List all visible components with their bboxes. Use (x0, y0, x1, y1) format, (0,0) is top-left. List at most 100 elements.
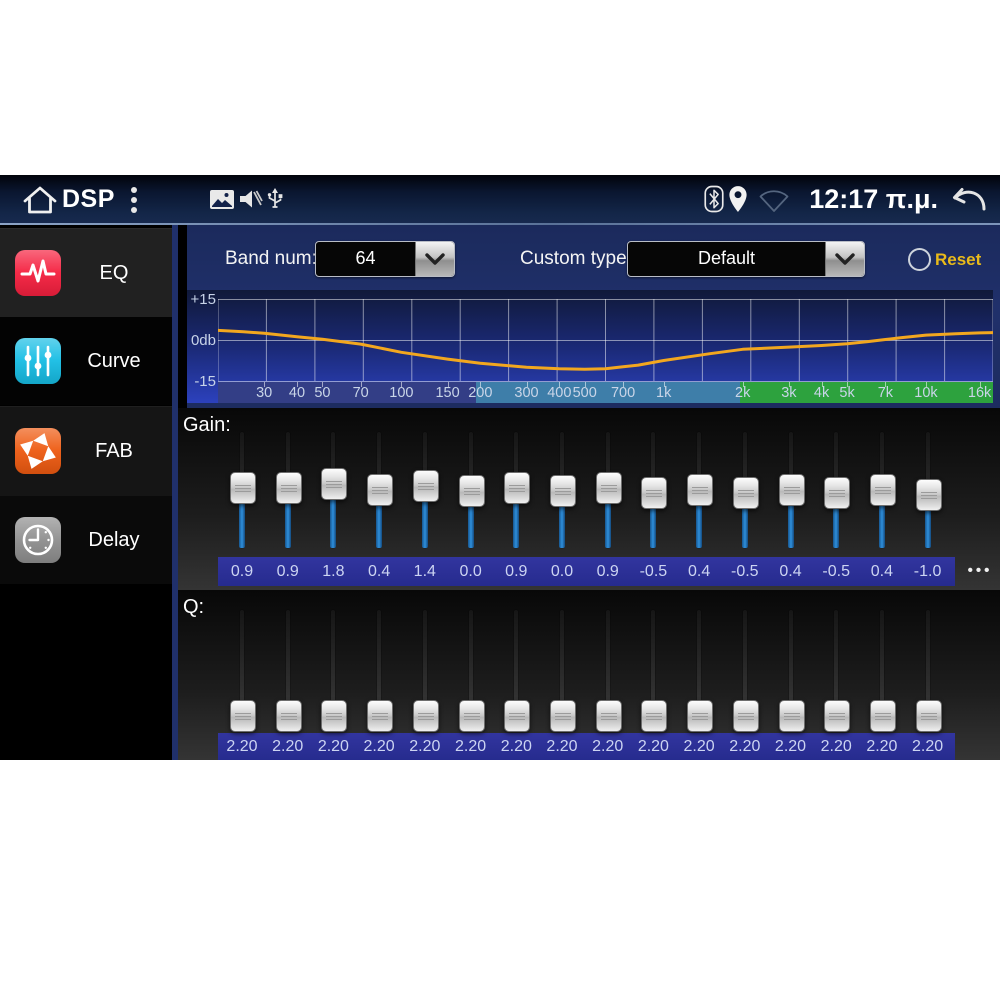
q-slider-track[interactable] (697, 610, 702, 728)
fab-arrows-icon (15, 428, 61, 474)
freq-tick-label: 100 (389, 385, 414, 401)
gain-slider-thumb[interactable] (321, 468, 348, 500)
y-tick-label: 0db (190, 332, 216, 349)
q-slider-thumb[interactable] (321, 700, 348, 732)
q-slider-track[interactable] (331, 610, 336, 728)
q-value: 2.20 (592, 738, 624, 755)
q-slider-thumb[interactable] (824, 700, 851, 732)
gain-slider-thumb[interactable] (778, 473, 805, 506)
q-slider-thumb[interactable] (732, 700, 759, 732)
sidebar-item-curve[interactable]: Curve (0, 317, 172, 405)
q-value: 2.20 (546, 738, 578, 755)
gain-slider-thumb[interactable] (824, 476, 851, 509)
gain-slider-thumb[interactable] (230, 471, 256, 504)
q-slider-thumb[interactable] (778, 700, 805, 732)
gain-slider-thumb[interactable] (915, 478, 942, 511)
q-slider-track[interactable] (468, 610, 473, 728)
more-bands-button[interactable]: ••• (967, 562, 993, 579)
q-section: Q: 2.20 2.20 2.20 2.20 2.20 2.20 2.20 2.20 2.20 2… (178, 590, 1000, 760)
gain-slider-fill (559, 490, 565, 548)
freq-tick-label: 700 (610, 385, 636, 401)
freq-tick-label: 300 (514, 385, 539, 401)
chevron-down-icon[interactable] (415, 242, 454, 276)
q-slider-track[interactable] (377, 610, 382, 728)
sidebar-item-eq[interactable]: EQ (0, 228, 172, 317)
page-title: DSP (62, 185, 115, 213)
freq-tick-label: 500 (572, 385, 597, 401)
sidebar-item-fab[interactable]: FAB (0, 406, 172, 495)
q-slider-track[interactable] (879, 610, 884, 728)
gain-slider-thumb[interactable] (412, 469, 439, 502)
band-color-segment (218, 382, 476, 403)
gain-value: 0.4 (779, 563, 802, 580)
q-slider-thumb[interactable] (230, 700, 256, 732)
q-slider-track[interactable] (834, 610, 839, 728)
gain-slider-thumb[interactable] (504, 471, 531, 504)
gain-slider-fill (696, 488, 703, 548)
freq-tick-label: 200 (468, 385, 493, 401)
q-slider-track[interactable] (240, 610, 244, 728)
q-slider-track[interactable] (651, 610, 656, 728)
freq-tick-label: 400 (547, 385, 572, 401)
q-slider-track[interactable] (925, 610, 930, 728)
gain-slider-thumb[interactable] (869, 473, 896, 506)
gain-value: 0.9 (230, 563, 254, 580)
gain-slider-thumb[interactable] (595, 471, 622, 504)
gain-slider-thumb[interactable] (641, 476, 668, 509)
q-value: 2.20 (363, 738, 395, 755)
q-slider-thumb[interactable] (687, 700, 714, 732)
q-slider-track[interactable] (285, 610, 290, 728)
gain-slider-thumb[interactable] (458, 475, 485, 507)
back-icon[interactable] (946, 184, 990, 215)
reset-radio[interactable] (908, 248, 931, 271)
reset-label[interactable]: Reset (935, 250, 982, 269)
clock-icon (15, 517, 61, 563)
overflow-menu-icon[interactable] (131, 187, 137, 213)
q-slider-track[interactable] (514, 610, 519, 728)
q-slider-thumb[interactable] (915, 700, 942, 732)
freq-tick-label: 40 (288, 385, 306, 401)
gain-slider-thumb[interactable] (732, 476, 759, 509)
q-slider-thumb[interactable] (504, 700, 531, 732)
q-slider-track[interactable] (788, 610, 793, 728)
q-slider-track[interactable] (422, 610, 427, 728)
gain-slider-fill (924, 493, 931, 548)
home-icon[interactable] (21, 184, 59, 215)
sidebar-item-delay[interactable]: Delay (0, 495, 172, 584)
gain-slider-fill (376, 488, 383, 548)
bluetooth-icon (704, 185, 724, 213)
q-slider-track[interactable] (605, 610, 610, 728)
eq-curve-chart: +15 0db -15 30 40 50 70 100 150 200 300 … (187, 290, 995, 403)
custom-type-value: Default (697, 248, 756, 268)
q-slider-track[interactable] (742, 610, 747, 728)
custom-type-dropdown[interactable]: Default (627, 241, 865, 277)
gain-slider-fill (513, 486, 520, 548)
q-slider-thumb[interactable] (641, 700, 668, 732)
gain-slider-fill (741, 491, 748, 548)
q-slider-track[interactable] (560, 610, 564, 728)
q-slider-thumb[interactable] (412, 700, 439, 732)
gain-slider-thumb[interactable] (687, 473, 714, 506)
q-value-strip: 2.20 2.20 2.20 2.20 2.20 2.20 2.20 2.20 2.20 2.20… (218, 733, 955, 760)
gain-value: 0.0 (459, 563, 482, 580)
q-slider-thumb[interactable] (550, 700, 576, 732)
usb-icon (267, 188, 283, 208)
gain-slider-thumb[interactable] (275, 471, 302, 504)
gain-value: -0.5 (731, 563, 759, 580)
band-num-dropdown[interactable]: 64 (315, 241, 455, 277)
freq-tick-label: 10k (914, 385, 938, 401)
q-slider-thumb[interactable] (458, 700, 485, 732)
chevron-down-icon[interactable] (825, 242, 864, 276)
freq-tick-label: 3k (781, 385, 797, 401)
q-slider-thumb[interactable] (595, 700, 622, 732)
q-slider-thumb[interactable] (367, 700, 394, 732)
eq-curve-plot (216, 290, 995, 382)
q-slider-thumb[interactable] (275, 700, 302, 732)
status-bar-divider (0, 223, 1000, 225)
gain-slider-thumb[interactable] (367, 473, 394, 506)
q-slider-thumb[interactable] (869, 700, 896, 732)
custom-type-label: Custom type: (520, 248, 632, 269)
gain-slider-thumb[interactable] (550, 475, 576, 507)
gain-slider-fill (650, 491, 657, 548)
